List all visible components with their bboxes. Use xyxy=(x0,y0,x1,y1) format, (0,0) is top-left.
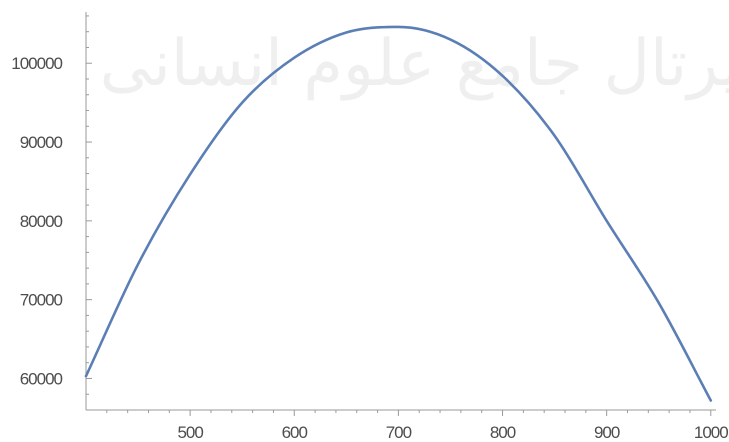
x-tick-label: 600 xyxy=(282,423,308,442)
y-tick-label: 70000 xyxy=(20,291,63,310)
chart-series xyxy=(84,25,713,402)
chart-axes xyxy=(85,12,716,416)
watermark-text: پرتال جامع علوم انسانی xyxy=(100,27,729,101)
x-tick-label: 900 xyxy=(594,423,620,442)
x-tick-label: 800 xyxy=(490,423,516,442)
series-line xyxy=(84,25,713,402)
chart-tick-labels: 500 600 700 800 900 1000 60000 70000 80000 90000 1… xyxy=(11,54,729,442)
x-tick-label: 700 xyxy=(386,423,412,442)
y-tick-label: 100000 xyxy=(11,54,62,73)
y-tick-label: 60000 xyxy=(20,369,63,388)
x-tick-label: 500 xyxy=(177,423,203,442)
y-tick-label: 80000 xyxy=(20,212,63,231)
y-tick-label: 90000 xyxy=(20,133,63,152)
x-tick-label: 1000 xyxy=(694,423,728,442)
